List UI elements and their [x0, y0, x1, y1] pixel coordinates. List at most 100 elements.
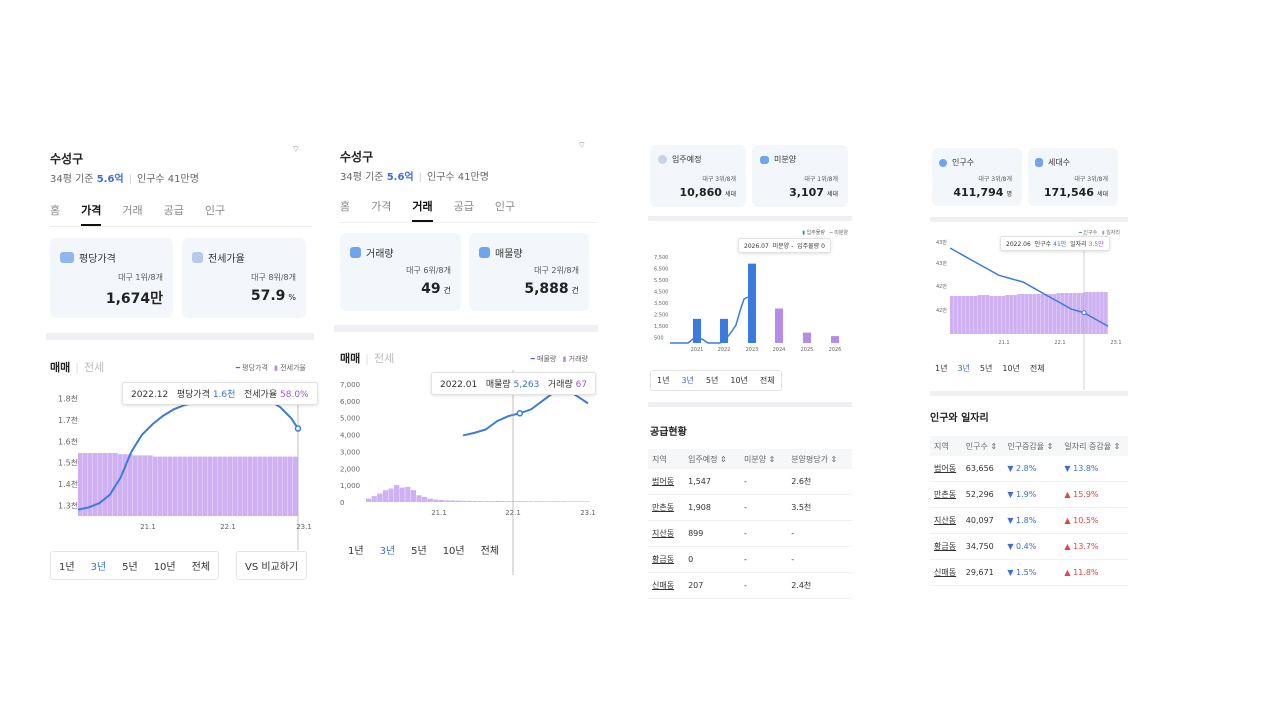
card-label-text: 전세가율 — [208, 254, 245, 265]
cell: 2.6천 — [787, 469, 852, 495]
card-unsold[interactable]: 미분양 대구 1위/8개 3,107 세대 — [752, 145, 848, 207]
cell: 63,656 — [961, 456, 1004, 482]
range-5y[interactable]: 5년 — [705, 376, 719, 385]
tab-price[interactable]: 가격 — [81, 202, 102, 226]
cell: ▲ 15.9% — [1060, 481, 1128, 508]
share-icon[interactable]: ⌔ — [577, 141, 586, 151]
tab-population[interactable]: 인구 — [494, 200, 516, 213]
sub-price: 5.6억 — [386, 172, 414, 183]
range-10y[interactable]: 10년 — [730, 376, 748, 385]
th-pop-change[interactable]: 인구증감율 ⇕ — [1003, 436, 1061, 456]
tab-trade[interactable]: 거래 — [122, 204, 143, 217]
th-move-in[interactable]: 입주예정 ⇕ — [684, 449, 741, 469]
range-all[interactable]: 전체 — [480, 546, 500, 557]
cell-region[interactable]: 지산동 — [930, 507, 962, 534]
card-households[interactable]: 세대수 대구 3위/8개 171,546 세대 — [1028, 148, 1118, 206]
tab-home[interactable]: 홈 — [50, 204, 61, 217]
jeonse-bar — [268, 456, 273, 516]
legend-item: 거래량 — [568, 355, 588, 363]
share-icon[interactable]: ⌔ — [291, 145, 300, 155]
divider — [46, 333, 314, 340]
trade-bar — [500, 501, 506, 502]
subtab-jeonse[interactable]: 전세 — [373, 352, 395, 365]
cell-region[interactable]: 신매동 — [930, 559, 962, 586]
th-job-change[interactable]: 일자리 증감율 ⇕ — [1060, 436, 1128, 456]
range-all[interactable]: 전체 — [191, 562, 211, 573]
y-tick-label: 43만 — [936, 239, 947, 246]
range-3y[interactable]: 3년 — [957, 364, 970, 373]
range-5y[interactable]: 5년 — [122, 562, 138, 573]
tab-home[interactable]: 홈 — [340, 200, 351, 213]
card-rank: 대구 3위/8개 — [978, 176, 1012, 183]
cell-region[interactable]: 범어동 — [930, 456, 962, 482]
cell: 0 — [684, 546, 741, 573]
card-listings[interactable]: 매물량 대구 2위/8개 5,888 건 — [469, 233, 589, 311]
tab-supply[interactable]: 공급 — [163, 204, 184, 217]
range-all[interactable]: 전체 — [759, 376, 775, 385]
jeonse-bar — [118, 454, 123, 516]
range-1y[interactable]: 1년 — [59, 562, 75, 573]
card-label-text: 미분양 — [774, 155, 797, 164]
card-population[interactable]: 인구수 대구 3위/8개 411,794 명 — [932, 148, 1022, 206]
cell-region[interactable]: 지산동 — [648, 520, 685, 547]
jobs-bar — [953, 296, 958, 334]
table-row: 만촌동 1,908-3.5천 — [648, 494, 852, 521]
range-5y[interactable]: 5년 — [979, 364, 993, 373]
supply-chart[interactable]: 7,500 6,500 5,500 4,500 3,500 2,500 1,500 500 20… — [648, 235, 852, 357]
cell-region[interactable]: 황금동 — [930, 533, 962, 560]
tab-trade[interactable]: 거래 — [412, 198, 433, 222]
trade-chart[interactable]: 7,000 6,000 5,000 4,000 3,000 2,000 1,000 0 21.1… — [336, 370, 600, 578]
trade-bar — [405, 486, 411, 502]
trade-bar — [511, 501, 517, 502]
population-chart[interactable]: 43만 43만 42만 42만 21.1 22.1 23.1 — [930, 234, 1128, 390]
card-jeonse-ratio[interactable]: 전세가율 대구 8위/8개 57.9% — [182, 238, 306, 318]
tab-population[interactable]: 인구 — [204, 204, 226, 217]
compare-button[interactable]: VS 비교하기 — [236, 551, 308, 580]
jeonse-bar — [223, 456, 228, 516]
th-region[interactable]: 지역 — [648, 449, 685, 469]
range-3y[interactable]: 3년 — [90, 562, 107, 573]
subtab-jeonse[interactable]: 전세 — [83, 361, 105, 374]
section-title: 공급현황 — [650, 427, 687, 438]
trade-bar — [489, 501, 495, 502]
th-region[interactable]: 지역 — [930, 436, 962, 456]
region-subtitle: 34평 기준 5.6억 | 인구수 41만명 — [50, 174, 199, 185]
panel-trade: 수성구 ⌔ 34평 기준 5.6억 | 인구수 41만명 홈 가격 거래 공급 인구… — [334, 138, 600, 578]
cell-region[interactable]: 만촌동 — [648, 494, 685, 521]
th-price[interactable]: 분양평당가 ⇕ — [787, 449, 852, 469]
range-10y[interactable]: 10년 — [153, 562, 176, 573]
trade-bar — [466, 500, 472, 502]
range-3y[interactable]: 3년 — [379, 546, 396, 557]
range-10y[interactable]: 10년 — [1002, 364, 1020, 373]
tab-price[interactable]: 가격 — [371, 200, 392, 213]
range-5y[interactable]: 5년 — [411, 546, 427, 557]
tooltip-value: 41만 — [1053, 241, 1067, 248]
trade-bar — [478, 501, 484, 502]
range-1y[interactable]: 1년 — [348, 546, 364, 557]
card-trade-volume[interactable]: 거래량 대구 6위/8개 49 건 — [340, 233, 461, 311]
price-chart[interactable]: 1.8천 1.7천 1.6천 1.5천 1.4천 1.3천 21.1 22.1 23.1 — [46, 380, 314, 550]
cell-region[interactable]: 신매동 — [648, 572, 685, 599]
cell-region[interactable]: 황금동 — [648, 546, 685, 573]
card-move-in[interactable]: 입주예정 대구 3위/8개 10,860 세대 — [650, 145, 746, 207]
trade-bar — [506, 501, 512, 502]
subtab-sale[interactable]: 매매 — [50, 361, 71, 374]
trade-bar — [388, 488, 394, 502]
card-value: 10,860 세대 — [680, 186, 737, 199]
jeonse-bar — [208, 456, 213, 516]
card-price-per-pyeong[interactable]: 평당가격 대구 1위/8개 1,674만 — [50, 238, 173, 318]
jobs-bar — [1056, 293, 1061, 334]
y-tick-label: 43만 — [936, 260, 947, 267]
subtab-sale[interactable]: 매매 — [340, 352, 361, 365]
tab-supply[interactable]: 공급 — [453, 200, 474, 213]
th-population[interactable]: 인구수 ⇕ — [961, 436, 1004, 456]
range-1y[interactable]: 1년 — [657, 376, 670, 385]
range-10y[interactable]: 10년 — [442, 546, 465, 557]
range-all[interactable]: 전체 — [1029, 364, 1045, 373]
cell-region[interactable]: 범어동 — [648, 469, 685, 495]
th-unsold[interactable]: 미분양 ⇕ — [740, 449, 788, 469]
region-title: 수성구 — [340, 150, 374, 164]
cell-region[interactable]: 만촌동 — [930, 481, 962, 508]
range-1y[interactable]: 1년 — [935, 364, 948, 373]
range-3y[interactable]: 3년 — [681, 376, 694, 385]
